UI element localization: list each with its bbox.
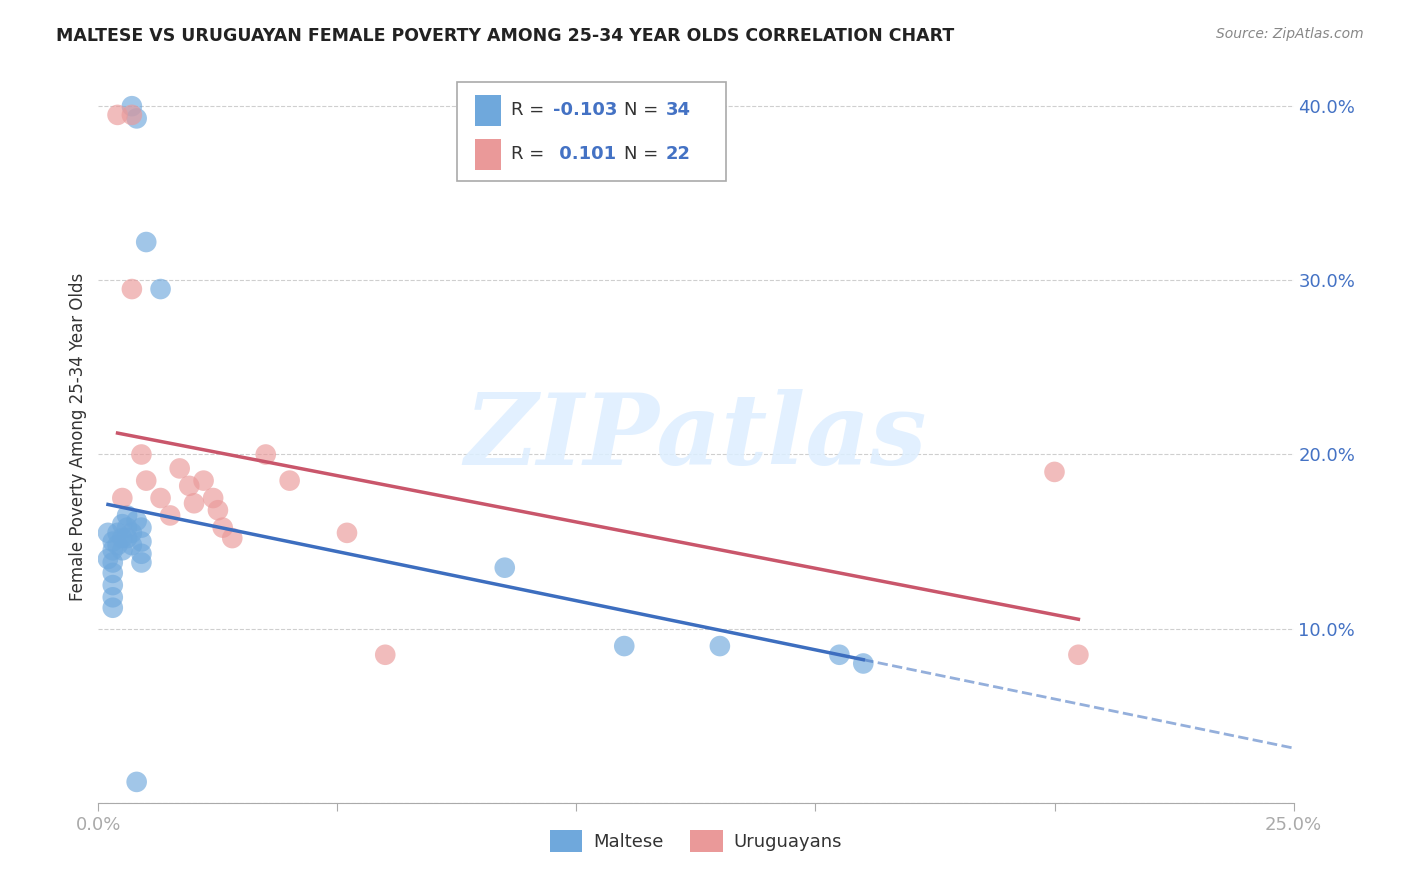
Point: [131, 556, 153, 570]
Text: R =: R =: [510, 145, 550, 163]
Point: [121, 525, 143, 540]
Point: [101, 566, 124, 580]
Text: N =: N =: [624, 145, 664, 163]
Point: [111, 491, 134, 505]
Point: [101, 534, 124, 549]
Text: -0.103: -0.103: [553, 101, 617, 120]
Point: [97, 552, 120, 566]
Point: [111, 543, 134, 558]
Point: [169, 461, 191, 475]
Point: [202, 491, 225, 505]
Point: [115, 531, 138, 545]
Point: [107, 538, 129, 552]
Point: [101, 578, 124, 592]
Point: [278, 474, 301, 488]
Point: [613, 639, 636, 653]
Point: [115, 508, 138, 523]
Text: N =: N =: [624, 101, 664, 120]
Point: [115, 521, 138, 535]
Point: [131, 534, 153, 549]
Point: [254, 448, 277, 462]
Point: [494, 560, 516, 574]
Text: 34: 34: [666, 101, 692, 120]
Point: [709, 639, 731, 653]
Point: [852, 657, 875, 671]
Point: [121, 538, 143, 552]
Point: [111, 531, 134, 545]
Point: [101, 556, 124, 570]
Point: [179, 479, 201, 493]
Point: [135, 235, 157, 249]
Point: [121, 282, 143, 296]
Point: [135, 474, 157, 488]
Point: [107, 525, 129, 540]
Point: [336, 525, 359, 540]
Point: [159, 508, 181, 523]
Point: [101, 543, 124, 558]
Bar: [475, 139, 501, 170]
Point: [131, 547, 153, 561]
Point: [111, 517, 134, 532]
Point: [374, 648, 396, 662]
Point: [149, 491, 172, 505]
Point: [1067, 648, 1090, 662]
Text: R =: R =: [510, 101, 550, 120]
Point: [1043, 465, 1066, 479]
Text: 0.101: 0.101: [553, 145, 616, 163]
Point: [149, 282, 172, 296]
Point: [221, 531, 243, 545]
Point: [193, 474, 215, 488]
Point: [125, 775, 148, 789]
Point: [131, 448, 153, 462]
Point: [207, 503, 229, 517]
Point: [121, 108, 143, 122]
Text: MALTESE VS URUGUAYAN FEMALE POVERTY AMONG 25-34 YEAR OLDS CORRELATION CHART: MALTESE VS URUGUAYAN FEMALE POVERTY AMON…: [56, 27, 955, 45]
Legend: Maltese, Uruguayans: Maltese, Uruguayans: [543, 823, 849, 860]
Point: [107, 108, 129, 122]
Text: ZIPatlas: ZIPatlas: [465, 389, 927, 485]
FancyBboxPatch shape: [457, 82, 725, 181]
Bar: [475, 95, 501, 127]
Point: [828, 648, 851, 662]
Text: Source: ZipAtlas.com: Source: ZipAtlas.com: [1216, 27, 1364, 41]
Point: [101, 591, 124, 605]
Point: [131, 521, 153, 535]
Point: [183, 496, 205, 510]
Point: [211, 521, 233, 535]
Y-axis label: Female Poverty Among 25-34 Year Olds: Female Poverty Among 25-34 Year Olds: [69, 273, 87, 601]
Point: [101, 600, 124, 615]
Point: [125, 112, 148, 126]
Point: [121, 99, 143, 113]
Point: [125, 514, 148, 528]
Text: 22: 22: [666, 145, 692, 163]
Point: [97, 525, 120, 540]
